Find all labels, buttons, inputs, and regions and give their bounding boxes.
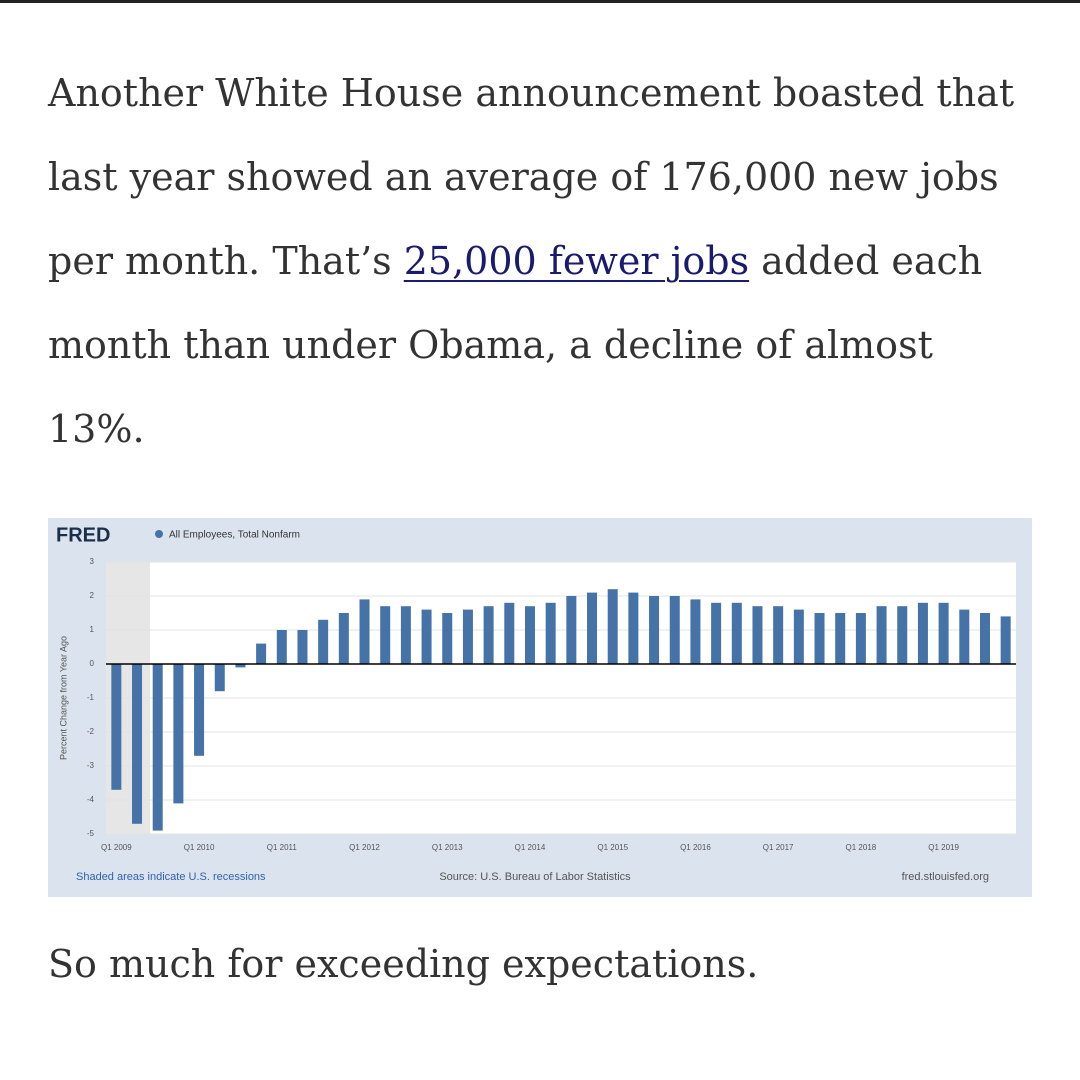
- bar: [173, 664, 184, 804]
- logo: FRED: [56, 524, 110, 546]
- bar: [132, 664, 143, 824]
- bar: [297, 630, 308, 664]
- top-bar: [0, 0, 1080, 3]
- bar: [338, 613, 349, 664]
- x-tick-label: Q1 2015: [597, 843, 628, 852]
- bar: [214, 664, 225, 692]
- x-tick-label: Q1 2014: [515, 843, 546, 852]
- link[interactable]: 25,000 fewer jobs: [403, 239, 750, 283]
- bar: [628, 592, 639, 664]
- y-axis-label: Percent Change from Year Ago: [58, 636, 68, 760]
- x-tick-label: Q1 2018: [846, 843, 877, 852]
- y-tick-label: -4: [87, 795, 95, 804]
- bar: [793, 609, 804, 664]
- x-tick-label: Q1 2009: [101, 843, 132, 852]
- y-tick-label: -1: [87, 693, 95, 702]
- bar: [483, 606, 494, 664]
- text: added each month than under Obama, a dec…: [48, 239, 983, 451]
- bar: [814, 613, 825, 664]
- y-tick-label: -3: [87, 761, 95, 770]
- x-tick-label: Q1 2013: [432, 843, 463, 852]
- bar: [152, 664, 163, 831]
- bar: [276, 630, 287, 664]
- source: Source: U.S. Bureau of Labor Statistics: [439, 871, 631, 883]
- bar: [690, 599, 701, 664]
- paragraph: Another White House announcement boasted…: [48, 51, 1038, 471]
- bar: [607, 589, 618, 664]
- x-tick-label: Q1 2016: [680, 843, 711, 852]
- y-tick-label: 2: [90, 591, 95, 600]
- bar: [855, 613, 866, 664]
- bar: [256, 643, 267, 664]
- paragraph: So much for exceeding expectations.: [48, 942, 759, 986]
- bar: [917, 602, 928, 664]
- legend-label: All Employees, Total Nonfarm: [169, 530, 300, 541]
- site: fred.stlouisfed.org: [902, 871, 989, 883]
- x-tick-label: Q1 2017: [763, 843, 794, 852]
- note: Shaded areas indicate U.S. recessions: [76, 871, 266, 883]
- bar: [1000, 616, 1011, 664]
- bar: [462, 609, 473, 664]
- x-tick-label: Q1 2011: [267, 843, 298, 852]
- x-tick-label: Q1 2019: [928, 843, 959, 852]
- bar: [649, 596, 660, 664]
- bar: [876, 606, 887, 664]
- bar: [959, 609, 970, 664]
- bar: [421, 609, 432, 664]
- bar: [669, 596, 680, 664]
- bar: [773, 606, 784, 664]
- bar: [380, 606, 391, 664]
- bar: [711, 602, 722, 664]
- x-tick-label: Q1 2012: [349, 843, 380, 852]
- bar: [545, 602, 556, 664]
- y-tick-label: 3: [90, 557, 95, 566]
- bar: [524, 606, 535, 664]
- bar: [835, 613, 846, 664]
- chart: FRED All Employees, Total Nonfarm Percen…: [48, 518, 1032, 897]
- bar: [318, 619, 329, 664]
- bar: [566, 596, 577, 664]
- y-tick-label: -2: [87, 727, 95, 736]
- bar: [235, 664, 246, 668]
- y-tick-label: 0: [90, 659, 95, 668]
- bar: [400, 606, 411, 664]
- bar: [979, 613, 990, 664]
- bar: [194, 664, 205, 756]
- text: Another White House announcement boasted…: [48, 71, 1015, 283]
- y-tick-label: 1: [90, 625, 95, 634]
- x-tick-label: Q1 2010: [184, 843, 215, 852]
- bar: [587, 592, 598, 664]
- y-tick-label: -5: [87, 829, 95, 838]
- bar: [752, 606, 763, 664]
- legend-marker: [155, 530, 163, 538]
- bar: [897, 606, 908, 664]
- bar: [504, 602, 515, 664]
- bar: [938, 602, 949, 664]
- bar: [442, 613, 453, 664]
- bar: [111, 664, 122, 790]
- bar: [731, 602, 742, 664]
- bar: [359, 599, 370, 664]
